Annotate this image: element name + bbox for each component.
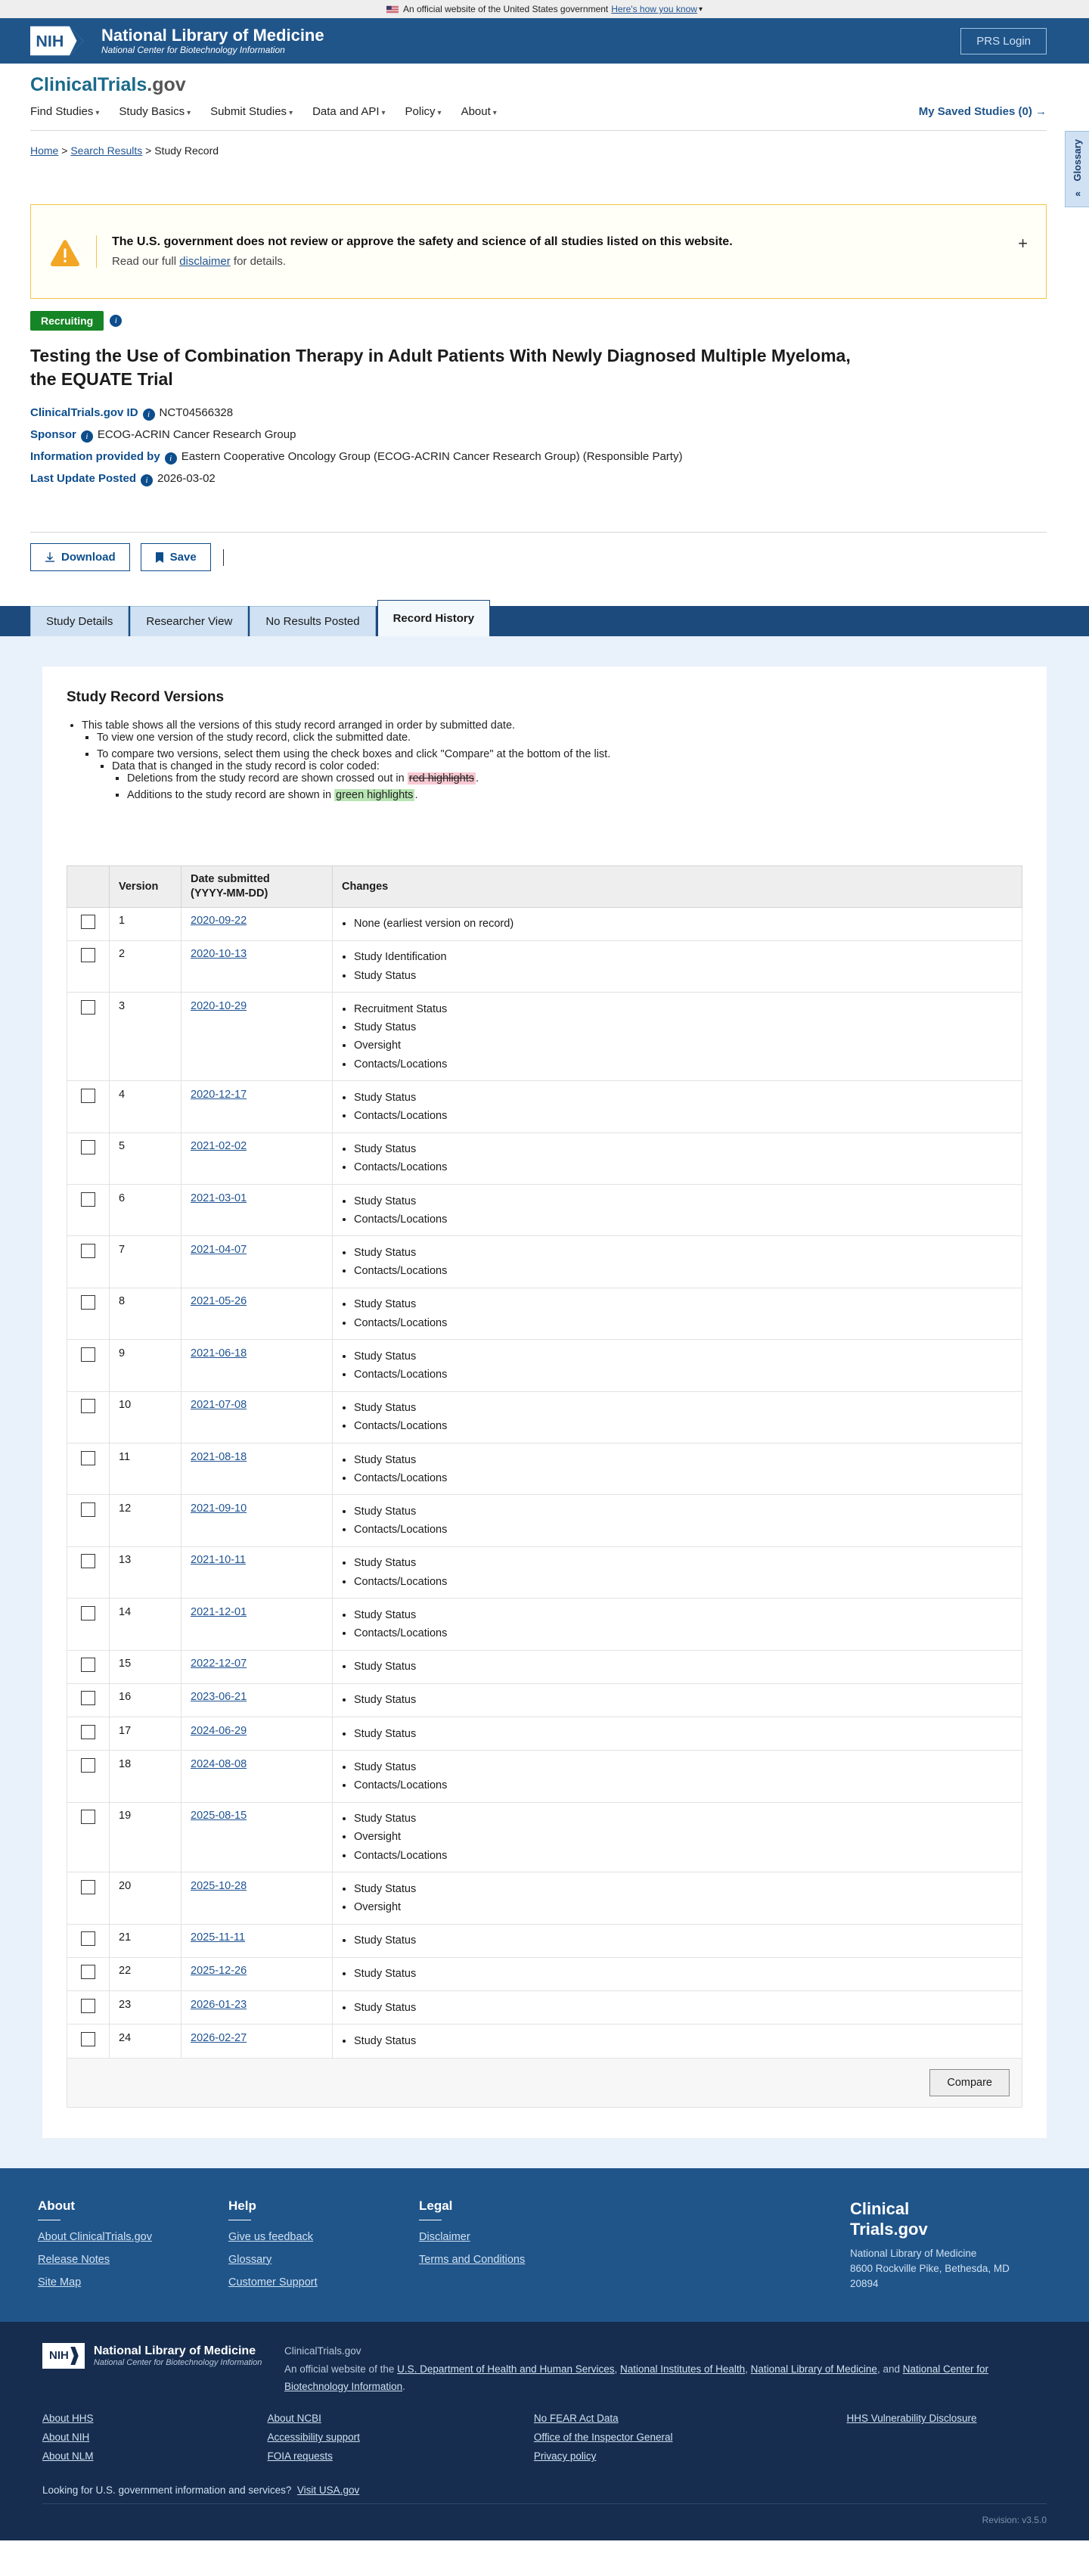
svg-text:NIH: NIH	[36, 32, 64, 50]
